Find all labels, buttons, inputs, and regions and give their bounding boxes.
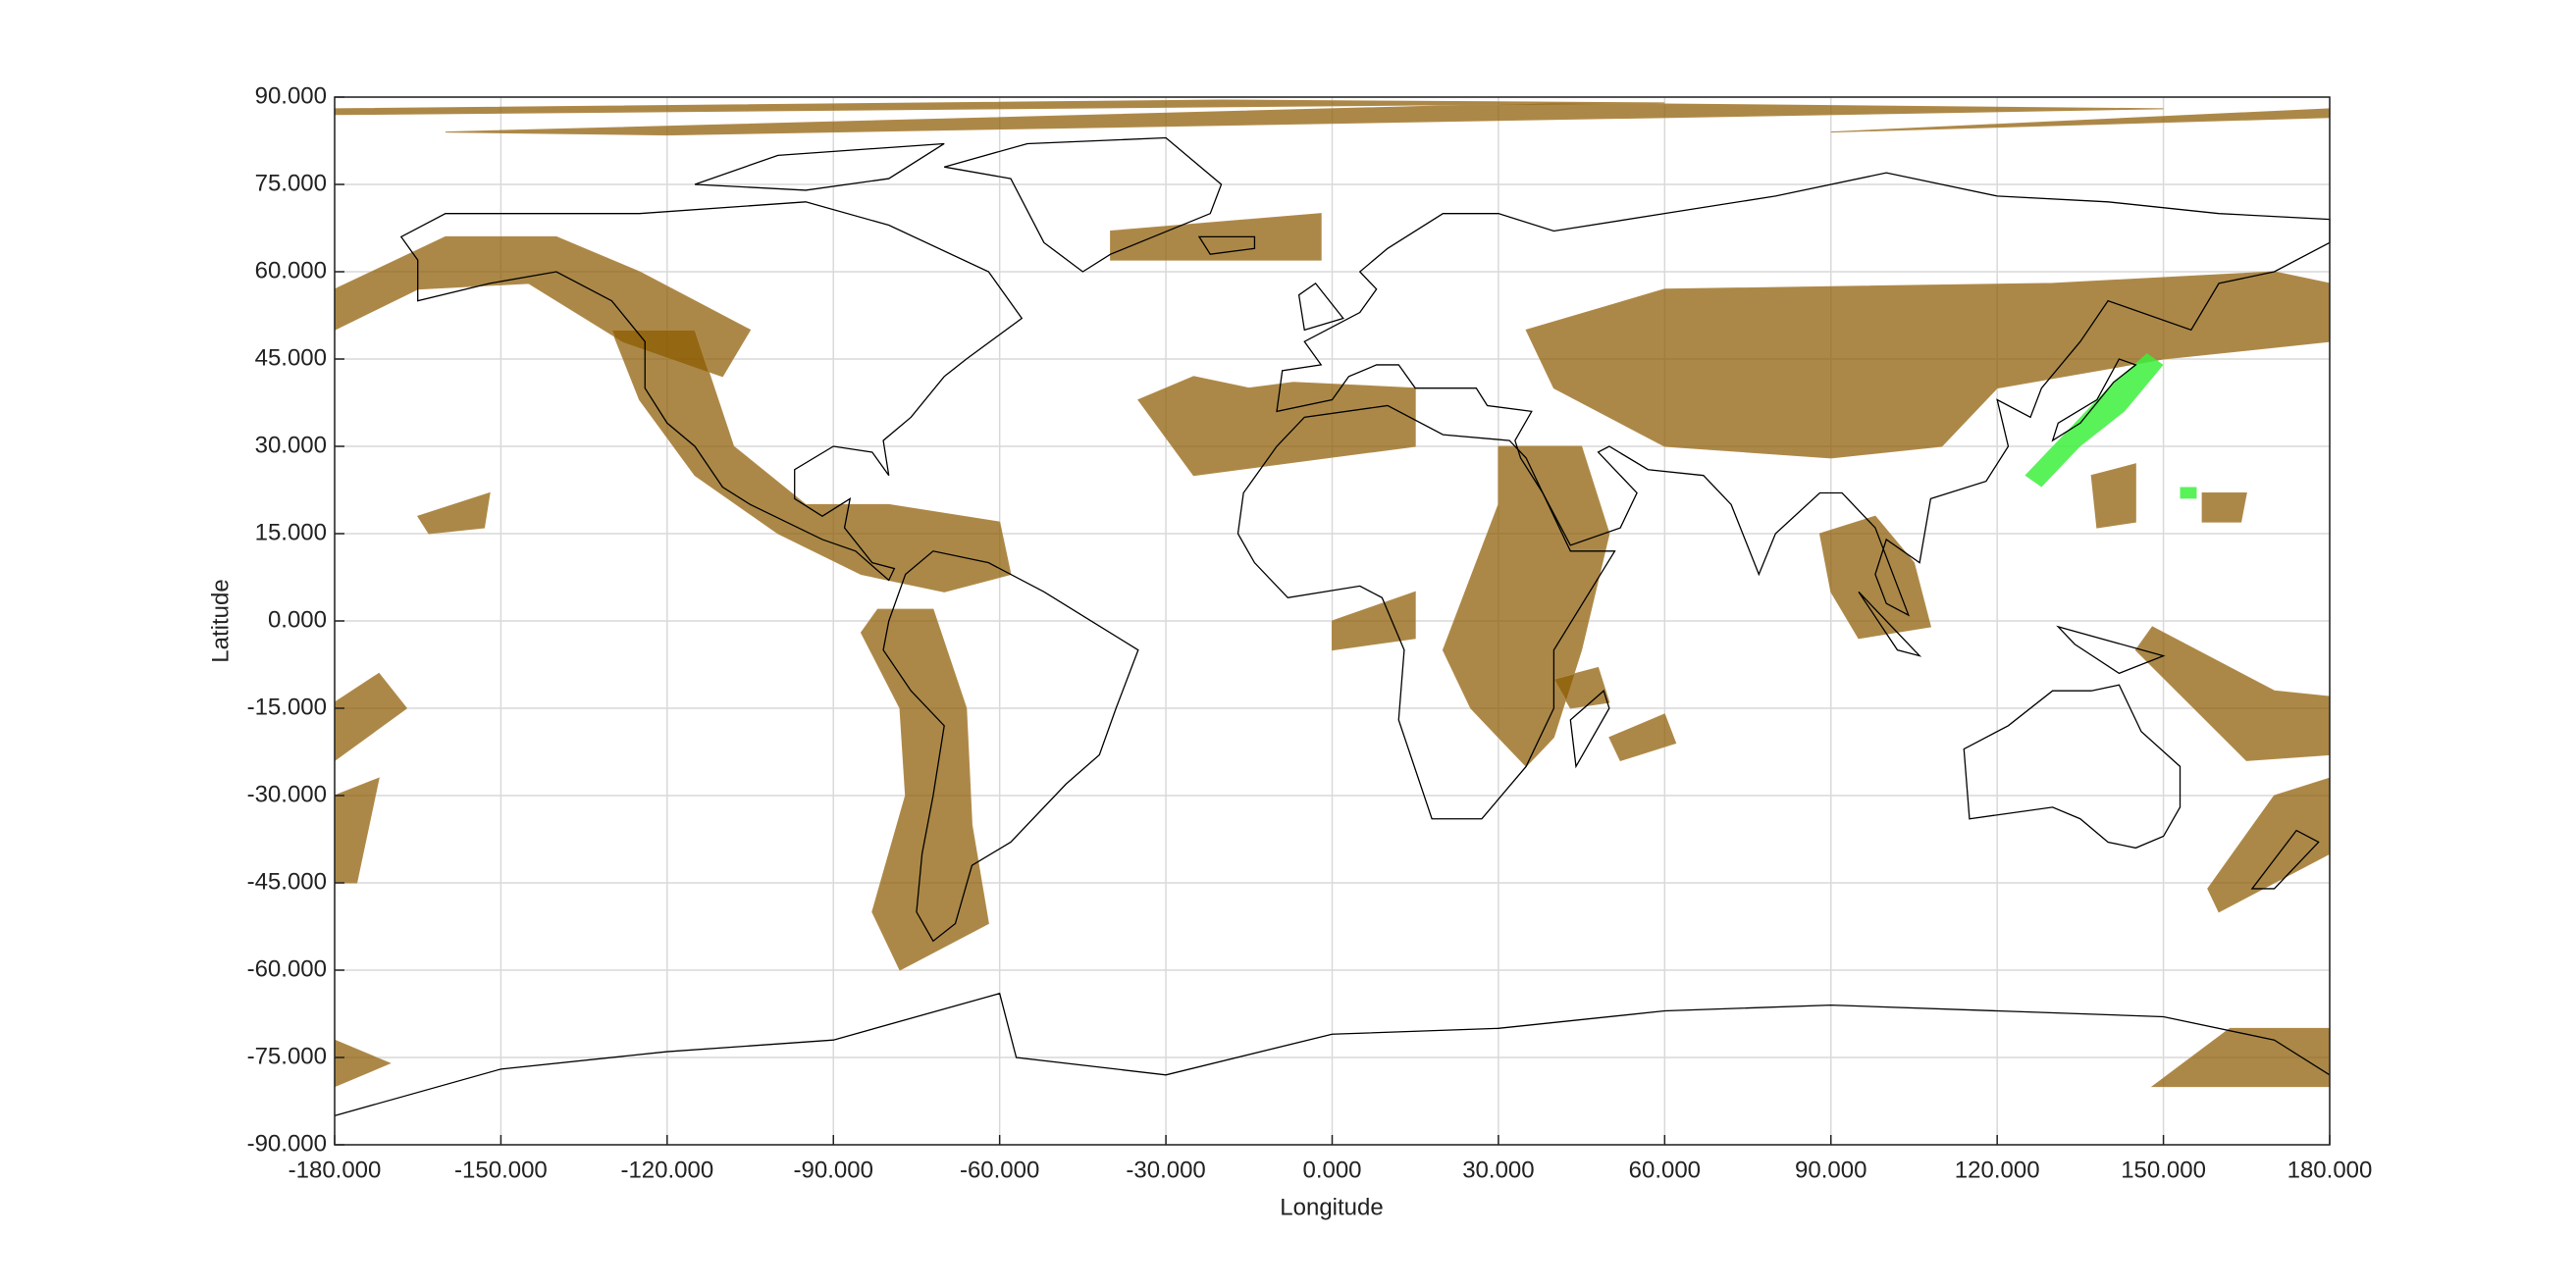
coastline — [401, 202, 1022, 581]
coverage-patch — [335, 1040, 390, 1086]
x-axis-label: Longitude — [1280, 1194, 1383, 1220]
y-tick-label: 0.000 — [268, 606, 327, 633]
map-layer — [335, 100, 2330, 1115]
coastline — [1199, 236, 1254, 254]
coverage-patch — [861, 609, 988, 970]
coverage-patch — [2091, 464, 2135, 528]
coastline — [1859, 592, 1919, 655]
coverage-patch — [2208, 778, 2330, 911]
y-tick-label: -45.000 — [247, 868, 327, 895]
coverage-patch — [1443, 446, 1608, 766]
coverage-patch — [335, 778, 379, 883]
y-tick-label: -90.000 — [247, 1130, 327, 1157]
highlight-patch — [2024, 353, 2164, 488]
x-tick-label: -150.000 — [454, 1157, 548, 1183]
coverage-patch — [2135, 627, 2330, 760]
x-tick-label: 90.000 — [1795, 1157, 1866, 1183]
coastline — [1237, 405, 1614, 818]
y-axis-label: Latitude — [207, 579, 234, 662]
coverage-patch — [1333, 592, 1416, 649]
x-tick-label: -60.000 — [960, 1157, 1039, 1183]
coverage-patch — [335, 673, 406, 760]
y-tick-label: 30.000 — [255, 432, 327, 458]
y-tick-label: 75.000 — [255, 170, 327, 196]
x-tick-label: -90.000 — [794, 1157, 873, 1183]
x-tick-label: 180.000 — [2287, 1157, 2373, 1183]
coverage-patch — [611, 330, 1011, 592]
coverage-patch — [1609, 714, 1676, 760]
coastline — [2058, 627, 2163, 673]
x-tick-label: 120.000 — [1955, 1157, 2040, 1183]
x-tick-label: 150.000 — [2121, 1157, 2206, 1183]
y-tick-label: 60.000 — [255, 257, 327, 283]
x-tick-label: -30.000 — [1126, 1157, 1205, 1183]
y-tick-label: 15.000 — [255, 519, 327, 545]
coastline — [1277, 173, 2330, 615]
x-tick-label: 60.000 — [1629, 1157, 1701, 1183]
coastline — [2252, 831, 2319, 889]
coastline — [2053, 359, 2136, 440]
coastline — [1964, 685, 2180, 848]
y-tick-label: 90.000 — [255, 82, 327, 109]
y-tick-label: -15.000 — [247, 694, 327, 720]
y-tick-label: -60.000 — [247, 955, 327, 982]
coastline — [1570, 691, 1609, 766]
coastline — [1299, 283, 1343, 330]
y-tick-label: 45.000 — [255, 344, 327, 371]
coverage-patch — [418, 492, 490, 534]
coverage-patch — [446, 103, 2164, 135]
coverage-patch — [1138, 377, 1415, 476]
coverage-patch — [1526, 272, 2330, 458]
y-tick-label: -75.000 — [247, 1043, 327, 1069]
coastlines — [335, 138, 2330, 1116]
coastline — [695, 143, 944, 189]
x-tick-label: 0.000 — [1302, 1157, 1361, 1183]
x-tick-label: -120.000 — [620, 1157, 713, 1183]
coastline — [335, 994, 2330, 1116]
x-tick-label: -180.000 — [289, 1157, 382, 1183]
coverage-patch — [1819, 516, 1930, 639]
coverage-patch — [2202, 492, 2246, 522]
y-tick-label: -30.000 — [247, 781, 327, 807]
x-tick-label: 30.000 — [1462, 1157, 1534, 1183]
coastline — [944, 138, 1221, 272]
highlight-patch — [2180, 487, 2197, 499]
coastline — [883, 551, 1138, 942]
